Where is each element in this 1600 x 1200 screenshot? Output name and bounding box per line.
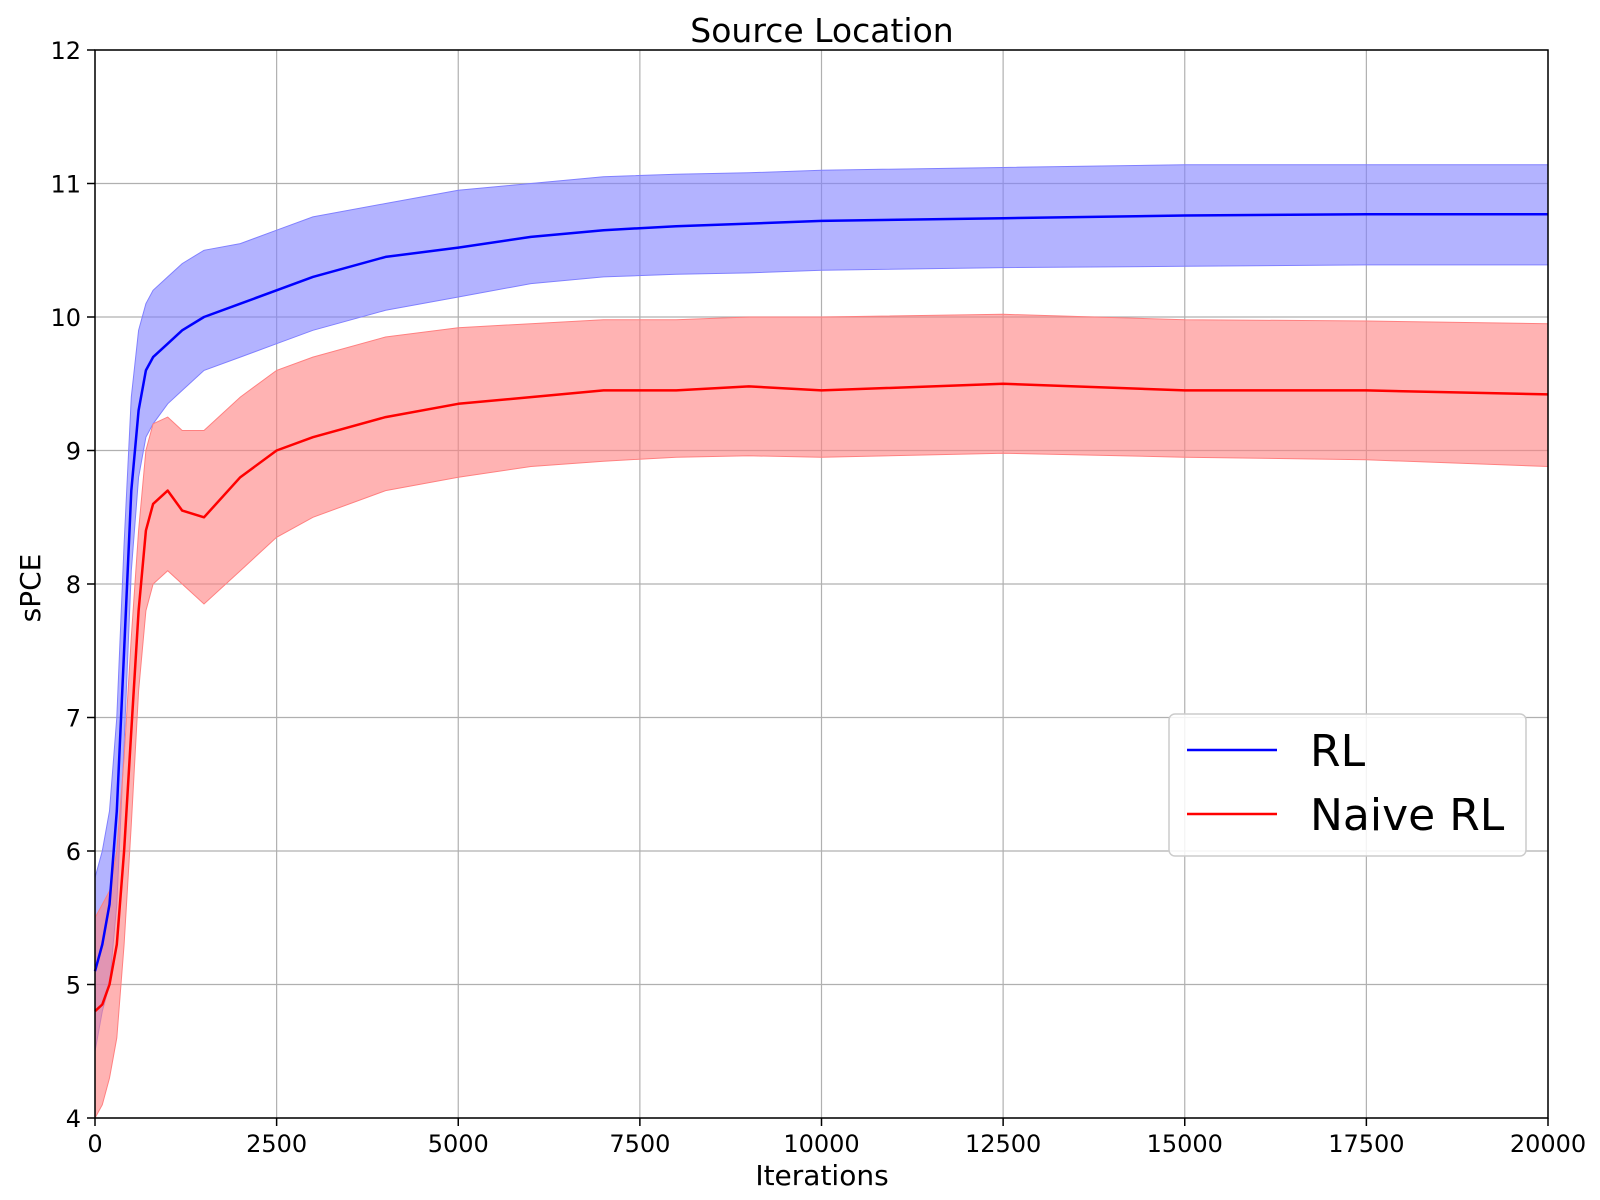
legend: RL Naive RL — [1168, 713, 1527, 857]
x-tick-label: 12500 — [965, 1130, 1041, 1158]
x-axis-ticks: 0 2500 5000 7500 10000 12500 15000 17500 20000 — [87, 1118, 1586, 1158]
y-tick-label: 5 — [66, 972, 81, 1000]
y-tick-label: 8 — [66, 571, 81, 599]
x-tick-label: 17500 — [1328, 1130, 1404, 1158]
y-tick-label: 7 — [66, 705, 81, 733]
y-axis-ticks: 4 5 6 7 8 9 10 11 12 — [50, 37, 95, 1133]
y-tick-label: 12 — [50, 37, 81, 65]
y-tick-label: 9 — [66, 438, 81, 466]
y-tick-label: 10 — [50, 304, 81, 332]
x-tick-label: 0 — [87, 1130, 102, 1158]
y-tick-label: 6 — [66, 838, 81, 866]
x-axis-label: Iterations — [755, 1159, 888, 1192]
series-lines — [93, 212, 1549, 1013]
chart-title: Source Location — [690, 11, 953, 50]
y-axis-label: sPCE — [14, 554, 47, 623]
series-line-rl — [93, 212, 1548, 972]
legend-label-naive-rl: Naive RL — [1310, 790, 1505, 841]
y-tick-label: 4 — [66, 1105, 81, 1133]
x-tick-label: 20000 — [1510, 1130, 1586, 1158]
x-tick-label: 2500 — [246, 1130, 307, 1158]
legend-label-rl: RL — [1310, 726, 1366, 777]
x-tick-label: 5000 — [428, 1130, 489, 1158]
x-tick-label: 15000 — [1147, 1130, 1223, 1158]
x-tick-label: 7500 — [609, 1130, 670, 1158]
x-tick-label: 10000 — [783, 1130, 859, 1158]
series-line-naive-rl — [94, 382, 1549, 1013]
y-tick-label: 11 — [50, 171, 81, 199]
